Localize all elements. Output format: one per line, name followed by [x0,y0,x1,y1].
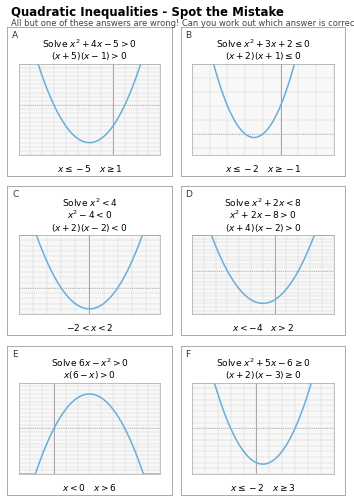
Text: Quadratic Inequalities - Spot the Mistake: Quadratic Inequalities - Spot the Mistak… [11,6,284,19]
Text: E: E [12,350,18,360]
Text: $(x + 2)(x - 2) < 0$: $(x + 2)(x - 2) < 0$ [51,222,127,234]
Text: D: D [185,190,192,200]
Text: F: F [185,350,190,360]
Text: $x(6 - x) > 0$: $x(6 - x) > 0$ [63,369,116,381]
Text: $x < -4 \quad x > 2$: $x < -4 \quad x > 2$ [232,322,294,332]
Text: A: A [12,32,18,40]
Text: $(x + 4)(x - 2) > 0$: $(x + 4)(x - 2) > 0$ [225,222,301,234]
Text: All but one of these answers are wrong! Can you work out which answer is correct: All but one of these answers are wrong! … [11,19,354,28]
Text: $x < 0 \quad x > 6$: $x < 0 \quad x > 6$ [62,482,117,492]
Text: $(x + 2)(x + 1) \leq 0$: $(x + 2)(x + 1) \leq 0$ [225,50,301,62]
Text: C: C [12,190,18,200]
Text: $(x + 2)(x - 3) \geq 0$: $(x + 2)(x - 3) \geq 0$ [225,369,301,381]
Text: $x \leq -2 \quad x \geq 3$: $x \leq -2 \quad x \geq 3$ [230,482,296,492]
Text: $-2 < x < 2$: $-2 < x < 2$ [65,322,113,332]
Text: Solve $6x - x^2 > 0$: Solve $6x - x^2 > 0$ [51,356,128,369]
Text: Solve $x^2 < 4$: Solve $x^2 < 4$ [62,196,117,209]
Text: Solve $x^2 + 4x - 5 > 0$: Solve $x^2 + 4x - 5 > 0$ [42,38,137,50]
Text: $x^2 + 2x - 8 > 0$: $x^2 + 2x - 8 > 0$ [229,209,297,222]
Text: $x \leq -2 \quad x \geq -1$: $x \leq -2 \quad x \geq -1$ [224,162,301,173]
Text: B: B [185,32,192,40]
Text: Solve $x^2 + 3x + 2 \leq 0$: Solve $x^2 + 3x + 2 \leq 0$ [216,38,310,50]
Text: Solve $x^2 + 5x - 6 \geq 0$: Solve $x^2 + 5x - 6 \geq 0$ [216,356,310,369]
Text: $(x + 5)(x - 1) > 0$: $(x + 5)(x - 1) > 0$ [51,50,127,62]
Text: Solve $x^2 + 2x < 8$: Solve $x^2 + 2x < 8$ [224,196,302,209]
Text: $x^2 - 4 < 0$: $x^2 - 4 < 0$ [67,209,112,222]
Text: $x \leq -5 \quad x \geq 1$: $x \leq -5 \quad x \geq 1$ [57,162,122,173]
